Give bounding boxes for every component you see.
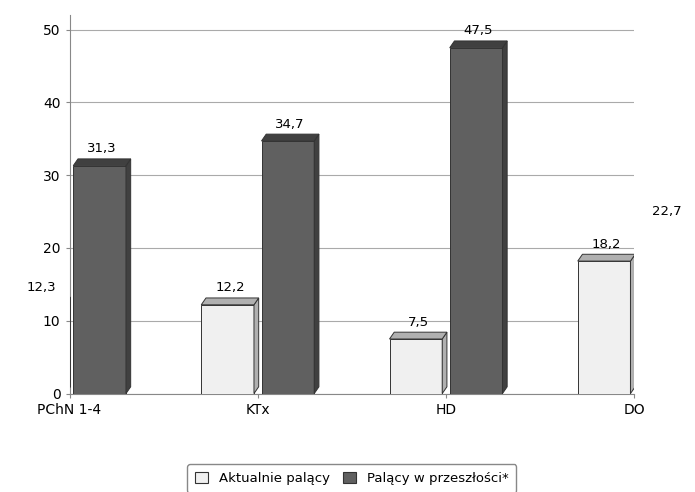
Text: 12,3: 12,3 [27, 280, 56, 294]
Polygon shape [638, 221, 695, 228]
Polygon shape [389, 339, 442, 394]
Polygon shape [202, 305, 254, 394]
Polygon shape [261, 134, 319, 141]
Polygon shape [502, 41, 507, 394]
Polygon shape [389, 332, 447, 339]
Polygon shape [13, 304, 66, 394]
Polygon shape [261, 141, 314, 394]
Text: 34,7: 34,7 [275, 118, 305, 130]
Legend: Aktualnie palący, Palący w przeszłości*: Aktualnie palący, Palący w przeszłości* [187, 464, 516, 492]
Polygon shape [450, 41, 507, 48]
Text: 22,7: 22,7 [652, 205, 682, 218]
Polygon shape [450, 48, 502, 394]
Polygon shape [578, 254, 635, 261]
Polygon shape [691, 221, 695, 394]
Text: 31,3: 31,3 [87, 142, 117, 155]
Polygon shape [638, 228, 691, 394]
Text: 47,5: 47,5 [464, 24, 493, 37]
Polygon shape [66, 297, 70, 394]
Text: 18,2: 18,2 [591, 238, 621, 250]
Polygon shape [13, 297, 70, 304]
Polygon shape [73, 166, 126, 394]
Polygon shape [73, 159, 131, 166]
Polygon shape [442, 332, 447, 394]
Text: 12,2: 12,2 [215, 281, 245, 294]
Polygon shape [126, 159, 131, 394]
Text: 7,5: 7,5 [408, 315, 429, 329]
Polygon shape [314, 134, 319, 394]
Polygon shape [630, 254, 635, 394]
Polygon shape [202, 298, 259, 305]
Polygon shape [578, 261, 630, 394]
Polygon shape [254, 298, 259, 394]
